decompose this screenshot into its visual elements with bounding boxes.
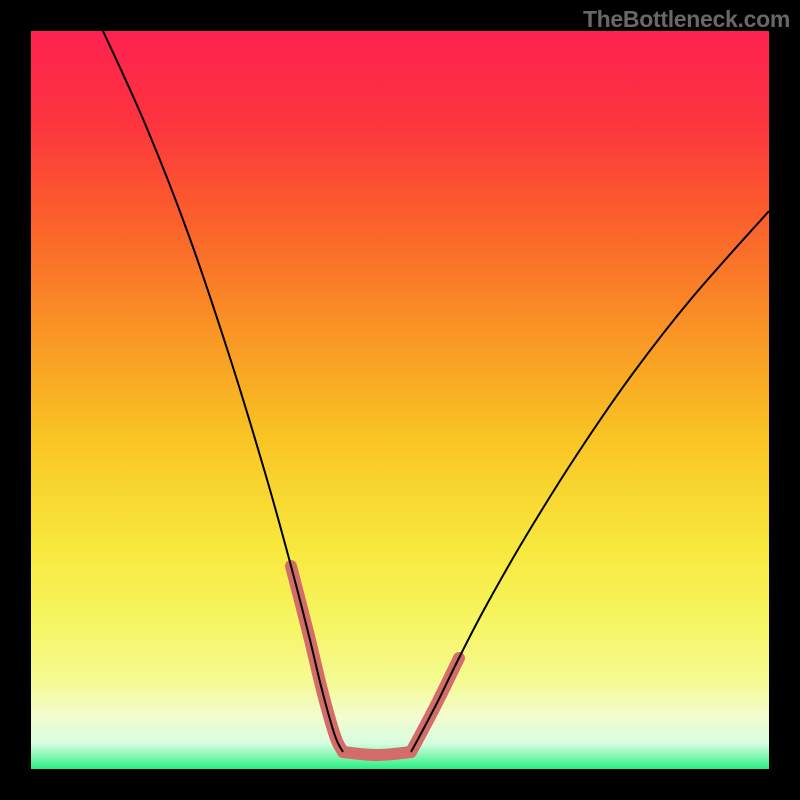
curve-svg — [31, 31, 769, 769]
plot-area — [31, 31, 769, 769]
curve-right — [411, 211, 769, 752]
watermark-text: TheBottleneck.com — [583, 6, 790, 33]
highlight-bottom — [343, 752, 411, 755]
